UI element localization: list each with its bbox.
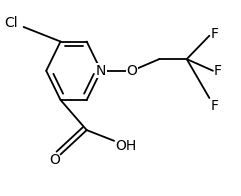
Text: Cl: Cl [4,16,18,30]
Text: N: N [96,64,106,78]
Text: F: F [211,27,219,41]
Text: F: F [214,64,222,78]
Text: O: O [49,153,60,167]
Text: OH: OH [115,139,137,153]
Text: O: O [127,64,137,78]
Text: F: F [211,99,219,113]
